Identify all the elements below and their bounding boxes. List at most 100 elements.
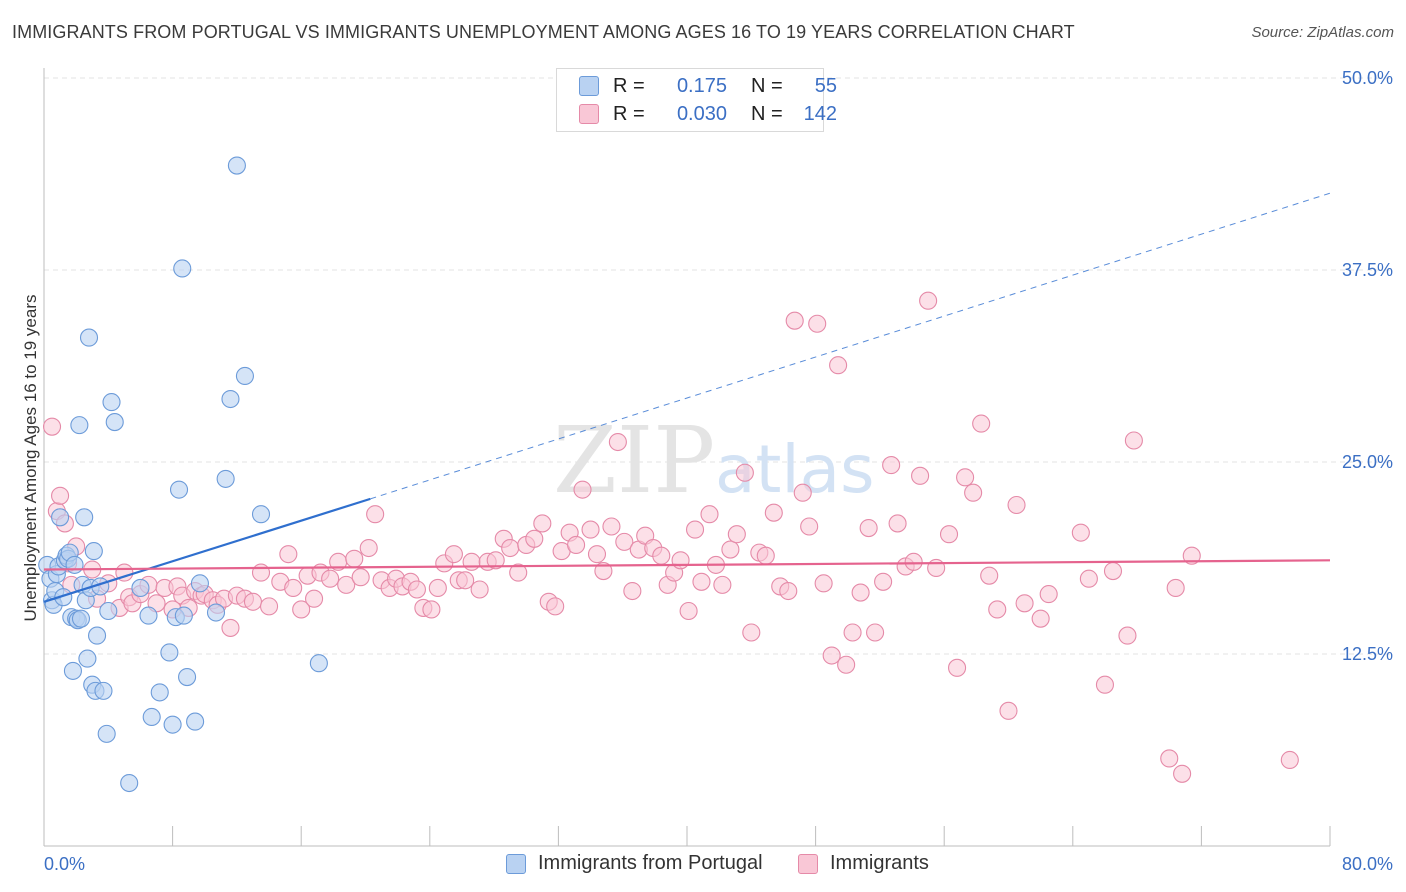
data-point-immigrants — [279, 545, 298, 564]
legend-row-portugal: R = 0.175 N = 55 — [579, 73, 837, 99]
data-point-immigrants — [428, 578, 447, 598]
legend-label-portugal: Immigrants from Portugal — [538, 852, 763, 874]
data-point-immigrants — [1031, 609, 1050, 628]
legend-n-value: 55 — [814, 74, 837, 97]
data-point-immigrants — [1280, 750, 1299, 770]
data-point-immigrants — [42, 417, 62, 436]
data-point-immigrants — [779, 581, 798, 601]
series-legend: Immigrants from Portugal Immigrants — [0, 852, 1406, 878]
data-point-portugal — [150, 683, 169, 702]
data-point-immigrants — [1160, 749, 1179, 768]
y-tick-labels: 12.5% 25.0% 37.5% 50.0% — [1342, 68, 1393, 664]
data-point-portugal — [102, 393, 121, 412]
trendline-immigrants — [43, 559, 1331, 571]
data-point-portugal — [105, 413, 124, 432]
data-point-portugal — [142, 707, 161, 727]
data-point-immigrants — [587, 545, 607, 564]
data-point-portugal — [251, 505, 271, 524]
data-point-immigrants — [793, 483, 812, 502]
data-point-immigrants — [623, 581, 642, 601]
legend-swatch-immigrants — [798, 853, 818, 874]
data-point-immigrants — [888, 514, 907, 533]
data-point-portugal — [97, 724, 116, 743]
data-point-immigrants — [615, 532, 634, 551]
legend-r-value: 0.030 — [676, 102, 727, 125]
data-point-immigrants — [814, 574, 833, 593]
data-point-immigrants — [243, 592, 263, 611]
data-point-immigrants — [800, 517, 819, 536]
data-point-immigrants — [1124, 431, 1143, 450]
data-point-immigrants — [685, 520, 705, 539]
y-tick-label: 25.0% — [1342, 452, 1393, 472]
data-point-portugal — [70, 416, 89, 435]
data-point-portugal — [309, 654, 328, 673]
data-point-immigrants — [305, 589, 324, 608]
data-point-immigrants — [1095, 675, 1114, 694]
data-point-immigrants — [533, 514, 552, 533]
data-point-portugal — [206, 603, 226, 622]
data-point-immigrants — [501, 538, 520, 558]
data-point-immigrants — [284, 578, 303, 598]
data-point-immigrants — [1039, 585, 1058, 604]
data-point-portugal — [163, 715, 182, 734]
data-point-immigrants — [1071, 523, 1090, 542]
data-point-immigrants — [756, 546, 775, 565]
data-point-immigrants — [692, 572, 711, 591]
legend-row-immigrants: R = 0.030 N = 142 — [579, 101, 837, 127]
data-point-immigrants — [221, 618, 240, 637]
data-point-immigrants — [509, 563, 528, 582]
data-point-portugal — [174, 606, 193, 625]
data-point-portugal — [84, 542, 103, 561]
y-tick-label: 12.5% — [1342, 644, 1393, 664]
data-point-portugal — [75, 508, 94, 527]
data-point-immigrants — [999, 701, 1018, 720]
data-point-immigrants — [259, 597, 279, 616]
series-immigrants-from-portugal — [38, 156, 328, 793]
data-point-immigrants — [980, 566, 999, 585]
data-point-immigrants — [602, 517, 621, 536]
y-tick-label: 37.5% — [1342, 260, 1393, 280]
data-point-immigrants — [359, 538, 378, 558]
data-point-immigrants — [972, 414, 991, 433]
source-label: Source: ZipAtlas.com — [1251, 24, 1394, 41]
legend-swatch-immigrants — [579, 104, 599, 124]
data-point-immigrants — [911, 466, 930, 485]
data-point-immigrants — [366, 505, 385, 524]
data-point-portugal — [169, 480, 189, 499]
data-point-portugal — [235, 366, 254, 386]
data-point-immigrants — [608, 432, 627, 452]
data-point-immigrants — [919, 291, 938, 310]
data-point-portugal — [216, 469, 235, 488]
data-point-immigrants — [407, 580, 426, 599]
data-point-portugal — [131, 578, 150, 598]
watermark: ZIP atlas — [553, 407, 875, 514]
data-point-immigrants — [837, 655, 856, 674]
data-point-immigrants — [444, 545, 463, 564]
data-point-portugal — [186, 712, 205, 731]
data-point-immigrants — [292, 600, 311, 619]
legend-n-label: N = — [751, 102, 783, 125]
data-point-immigrants — [1166, 578, 1185, 598]
data-point-immigrants — [1182, 546, 1201, 565]
legend-label-immigrants: Immigrants — [830, 852, 929, 874]
data-point-immigrants — [964, 483, 983, 502]
data-point-portugal — [87, 626, 107, 645]
data-point-immigrants — [713, 575, 732, 594]
legend-r-label: R = — [613, 102, 645, 125]
watermark-zip: ZIP — [553, 407, 715, 514]
data-point-immigrants — [1103, 562, 1123, 581]
data-point-portugal — [71, 609, 91, 628]
data-point-immigrants — [462, 552, 481, 571]
data-point-immigrants — [51, 486, 70, 505]
data-point-immigrants — [785, 311, 804, 330]
x-tick-labels: 0.0% 80.0% — [44, 854, 1393, 874]
data-point-immigrants — [581, 520, 600, 539]
correlation-legend: R = 0.175 N = 55 R = 0.030 N = 142 — [556, 68, 837, 132]
chart-title: IMMIGRANTS FROM PORTUGAL VS IMMIGRANTS U… — [12, 22, 1075, 42]
data-point-immigrants — [727, 525, 746, 544]
data-point-portugal — [160, 643, 179, 662]
trendlines — [43, 192, 1331, 603]
data-point-immigrants — [321, 569, 340, 588]
data-point-immigrants — [345, 549, 364, 568]
